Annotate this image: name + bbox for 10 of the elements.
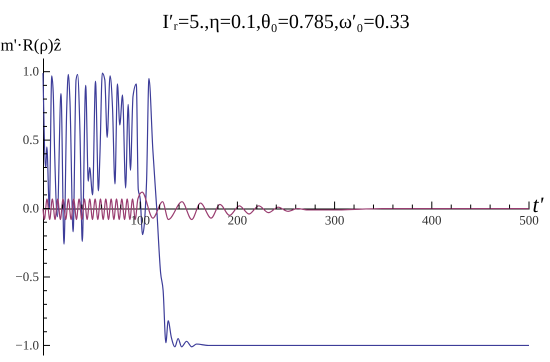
y-tick-label: 1.0 (22, 64, 39, 79)
y-axis-title: m'·R(ρ)ẑ (0, 36, 62, 54)
chart-title: I′ᵣ=5.,η=0.1,θ₀=0.785,ω′₀=0.33 (162, 11, 410, 33)
x-tick-label: 200 (228, 212, 248, 228)
x-tick-label: 300 (324, 212, 344, 228)
y-tick-label: 0.0 (22, 200, 39, 216)
y-tick-label: 0.5 (22, 132, 39, 148)
x-tick-label: 400 (422, 212, 442, 228)
y-tick-label: −1.0 (15, 337, 39, 352)
y-tick-label: −0.5 (15, 268, 39, 284)
